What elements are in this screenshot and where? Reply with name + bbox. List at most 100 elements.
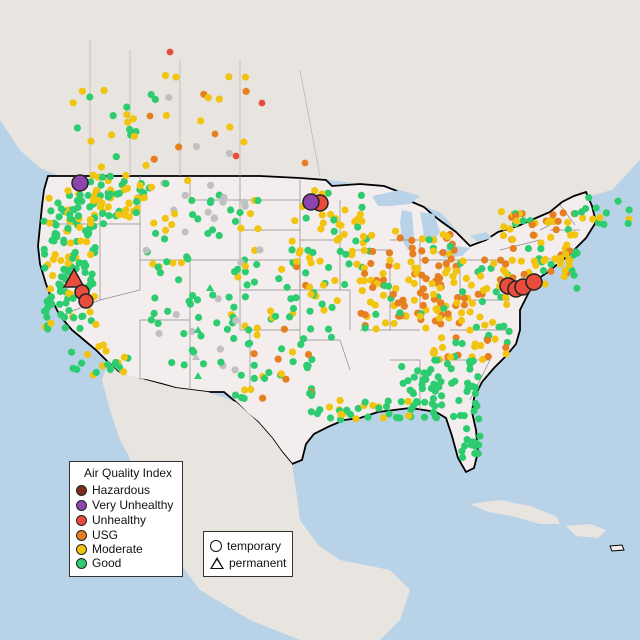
ca-unhealthy-permanent-station[interactable]	[62, 267, 86, 288]
station-dot	[528, 221, 536, 229]
station-dot	[100, 86, 108, 94]
station-dot	[399, 379, 407, 387]
station-dot	[210, 214, 218, 222]
station-dot	[142, 246, 150, 254]
station-dot	[57, 205, 65, 213]
station-dot	[288, 246, 296, 254]
station-dot	[471, 389, 479, 397]
station-dot	[418, 385, 426, 393]
station-dot	[49, 272, 57, 280]
station-dot	[44, 325, 52, 333]
station-dot	[258, 99, 266, 107]
station-dot	[434, 273, 442, 281]
station-dot	[227, 206, 235, 214]
station-dot	[87, 137, 95, 145]
station-dot	[422, 324, 430, 332]
station-dot	[149, 260, 157, 268]
station-dot	[585, 194, 593, 202]
station-dot	[293, 258, 301, 266]
station-dots-background	[40, 48, 633, 461]
station-dot	[166, 48, 174, 56]
hazardous-swatch	[76, 484, 87, 496]
station-dot	[181, 191, 189, 199]
station-dot	[452, 267, 460, 275]
station-dot	[55, 213, 63, 221]
station-dot	[165, 93, 173, 101]
station-dot	[289, 304, 298, 313]
station-dot	[188, 327, 196, 335]
station-dot	[428, 400, 436, 408]
station-dot	[430, 290, 438, 298]
station-dot	[358, 287, 366, 295]
station-dot	[285, 313, 294, 321]
station-dot	[230, 334, 238, 343]
nd-very-unhealthy-station[interactable]	[302, 193, 320, 211]
legend-item-permanent: permanent	[210, 556, 286, 570]
station-dot	[462, 274, 470, 282]
station-dot	[247, 385, 255, 394]
station-dot	[241, 386, 249, 394]
station-dot	[520, 270, 528, 278]
station-dot	[369, 247, 377, 256]
station-dot	[554, 217, 562, 225]
station-dot	[320, 306, 328, 314]
station-dot	[386, 256, 394, 264]
station-dot	[230, 303, 238, 311]
station-dot	[152, 229, 160, 237]
station-dot	[77, 237, 85, 245]
station-dot	[405, 412, 413, 420]
station-dot	[67, 348, 76, 356]
station-dot	[215, 95, 223, 103]
station-dot	[437, 378, 445, 386]
station-dot	[300, 335, 308, 343]
station-dot	[154, 319, 162, 327]
station-dot	[214, 295, 222, 303]
station-dot	[188, 196, 196, 205]
station-dot	[211, 130, 219, 138]
highlight-stations	[62, 174, 543, 309]
station-dot	[385, 249, 394, 257]
legend-label-permanent: permanent	[229, 556, 287, 570]
station-dot	[311, 187, 319, 195]
triangle-icon	[210, 557, 224, 569]
station-dot	[463, 436, 471, 444]
station-dot	[356, 277, 364, 285]
station-dot	[431, 356, 439, 364]
station-dot	[88, 270, 96, 278]
station-dot	[309, 248, 317, 257]
station-dot	[396, 234, 404, 242]
station-dot	[277, 370, 285, 378]
station-dot	[125, 200, 133, 208]
station-dot	[223, 325, 231, 333]
station-dot	[48, 236, 56, 245]
station-dot	[412, 398, 421, 406]
station-dot	[336, 396, 344, 405]
station-dot	[408, 244, 416, 252]
station-dot	[197, 332, 205, 340]
station-dot	[234, 265, 242, 273]
station-dot	[55, 280, 63, 288]
station-dot	[306, 283, 314, 291]
station-dot	[369, 283, 377, 292]
station-dot	[366, 298, 375, 306]
wa-very-unhealthy-station[interactable]	[71, 174, 89, 192]
station-dot	[164, 307, 172, 315]
station-dot	[368, 231, 376, 239]
station-dot	[86, 93, 94, 101]
station-dot	[161, 72, 170, 80]
permanent-station-marker	[206, 284, 214, 291]
station-dot	[352, 237, 360, 245]
station-dot	[400, 302, 408, 310]
midatlantic-unhealthy-station-4[interactable]	[525, 273, 543, 291]
station-dot	[549, 211, 557, 219]
station-dot	[301, 159, 309, 167]
station-dot	[87, 251, 95, 259]
station-dot	[112, 358, 120, 367]
station-dot	[325, 263, 333, 272]
ca-unhealthy-station-2[interactable]	[78, 293, 94, 309]
station-dot	[331, 277, 339, 285]
station-dot	[225, 73, 233, 81]
station-dot	[556, 254, 565, 263]
station-dot	[443, 265, 451, 273]
station-dot	[431, 387, 439, 395]
